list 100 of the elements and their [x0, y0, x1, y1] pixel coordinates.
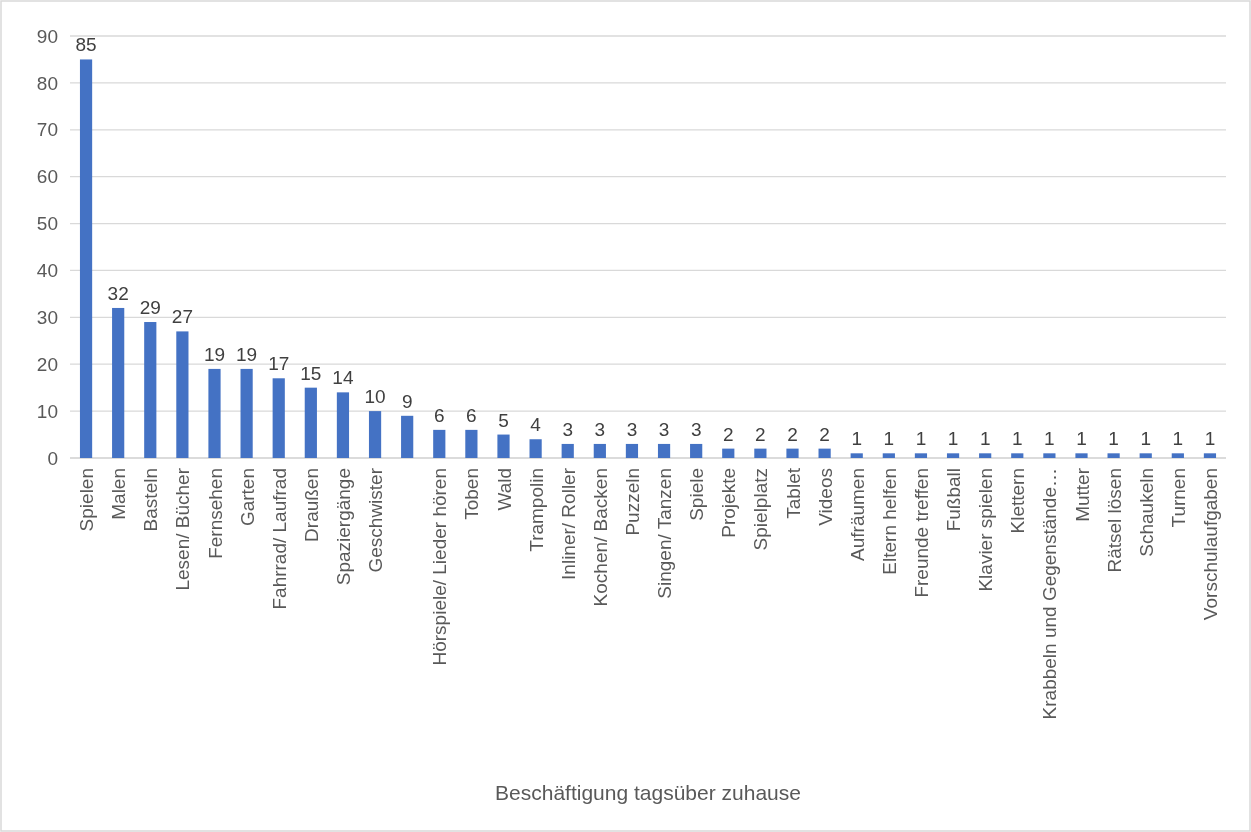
data-label: 1 — [883, 428, 895, 450]
data-label: 1 — [1140, 428, 1152, 450]
bar — [979, 453, 992, 458]
x-tick-label: Geschwister — [365, 467, 387, 573]
bar — [272, 378, 285, 458]
bar — [946, 453, 960, 458]
x-tick-label: Eltern helfen — [878, 468, 900, 575]
data-label: 19 — [203, 343, 226, 365]
x-tick-label: Lesen/ Bücher — [172, 467, 194, 591]
data-label: 27 — [171, 306, 193, 328]
data-label: 19 — [236, 343, 258, 365]
x-tick-label: Spaziergänge — [332, 468, 354, 586]
y-tick-label: 0 — [47, 447, 58, 469]
data-label: 1 — [915, 428, 927, 450]
bar — [914, 453, 928, 458]
y-tick-label: 50 — [36, 213, 58, 235]
data-label: 6 — [466, 404, 477, 426]
x-tick-label: Inliner/ Roller — [557, 467, 579, 580]
x-tick-label: Wald — [493, 468, 515, 511]
data-label: 32 — [107, 282, 129, 304]
x-tick-label: Hörspiele/ Lieder hören — [429, 468, 451, 666]
data-label: 3 — [626, 418, 638, 440]
x-tick-label: Videos — [814, 468, 836, 526]
data-label: 14 — [332, 367, 354, 389]
bar — [1075, 453, 1088, 458]
x-tick-label: Klavier spielen — [975, 468, 997, 592]
y-tick-label: 30 — [36, 306, 58, 328]
x-tick-label: Fußball — [943, 468, 965, 532]
bar — [1203, 453, 1217, 458]
x-tick-label: Projekte — [718, 468, 740, 538]
data-label: 2 — [722, 423, 734, 445]
x-tick-label: Trampolin — [525, 468, 547, 552]
data-label: 3 — [658, 418, 670, 440]
bar — [497, 434, 510, 458]
x-tick-label: Krabbeln und Gegenstände… — [1039, 468, 1061, 720]
x-tick-label: Aufräumen — [846, 468, 868, 561]
data-label: 85 — [75, 34, 97, 56]
x-tick-label: Mutter — [1071, 467, 1093, 522]
data-label: 1 — [851, 428, 863, 450]
x-tick-label: Puzzeln — [621, 468, 643, 536]
bar — [1011, 453, 1024, 458]
x-tick-label: Freunde treffen — [910, 468, 932, 598]
bar — [1043, 453, 1056, 458]
bar — [1139, 453, 1152, 458]
data-label: 2 — [819, 423, 830, 445]
data-label: 1 — [1172, 428, 1184, 450]
bar — [176, 331, 189, 458]
y-tick-label: 40 — [36, 260, 58, 282]
bar — [786, 448, 799, 458]
bar — [1171, 453, 1184, 458]
bar — [465, 429, 478, 458]
bar — [593, 443, 606, 458]
data-label: 17 — [268, 353, 290, 375]
bar — [882, 453, 895, 458]
x-tick-label: Draußen — [300, 468, 322, 542]
y-tick-label: 10 — [36, 400, 58, 422]
bar — [625, 443, 639, 458]
data-label: 3 — [690, 418, 702, 440]
x-tick-label: Fahrrad/ Laufrad — [268, 468, 290, 610]
text: Beschäftigung tagsüber zuhause — [495, 781, 801, 804]
bar — [1107, 453, 1120, 458]
x-tick-label: Malen — [108, 468, 130, 520]
bar — [208, 368, 221, 458]
x-tick-label: Basteln — [140, 468, 162, 532]
x-tick-label: Klettern — [1007, 468, 1029, 534]
x-tick-label: Vorschulaufgaben — [1199, 468, 1221, 621]
bar — [529, 439, 542, 458]
data-label: 2 — [755, 423, 766, 445]
x-tick-label: Spiele — [686, 468, 708, 521]
data-label: 1 — [947, 428, 959, 450]
y-tick-label: 60 — [36, 166, 58, 188]
x-tick-label: Toben — [461, 468, 483, 520]
data-label: 3 — [594, 418, 606, 440]
bar — [401, 415, 414, 458]
data-label: 1 — [1044, 428, 1055, 450]
y-tick-label: 80 — [36, 72, 58, 94]
bar — [336, 392, 350, 458]
data-label: 1 — [1076, 428, 1087, 450]
bar — [818, 448, 831, 458]
data-label: 3 — [562, 418, 574, 440]
data-label: 2 — [787, 423, 798, 445]
bar — [690, 443, 703, 458]
x-tick-label: Schaukeln — [1135, 468, 1157, 557]
bar — [79, 59, 93, 458]
x-tick-label: Tablet — [782, 467, 804, 519]
data-label: 4 — [530, 414, 542, 436]
data-label: 15 — [300, 362, 322, 384]
data-label: 1 — [1108, 428, 1119, 450]
x-tick-label: Rätsel lösen — [1103, 468, 1125, 573]
data-label: 10 — [364, 386, 386, 408]
x-tick-label: Kochen/ Backen — [589, 468, 611, 607]
x-tick-label: Singen/ Tanzen — [654, 468, 676, 599]
bar — [144, 322, 157, 458]
y-tick-label: 20 — [36, 353, 58, 375]
data-label: 29 — [139, 297, 161, 319]
data-label: 1 — [1204, 428, 1216, 450]
x-tick-label: Garten — [236, 468, 258, 527]
bar — [722, 448, 735, 458]
bar — [433, 429, 446, 458]
data-label: 6 — [433, 404, 445, 426]
